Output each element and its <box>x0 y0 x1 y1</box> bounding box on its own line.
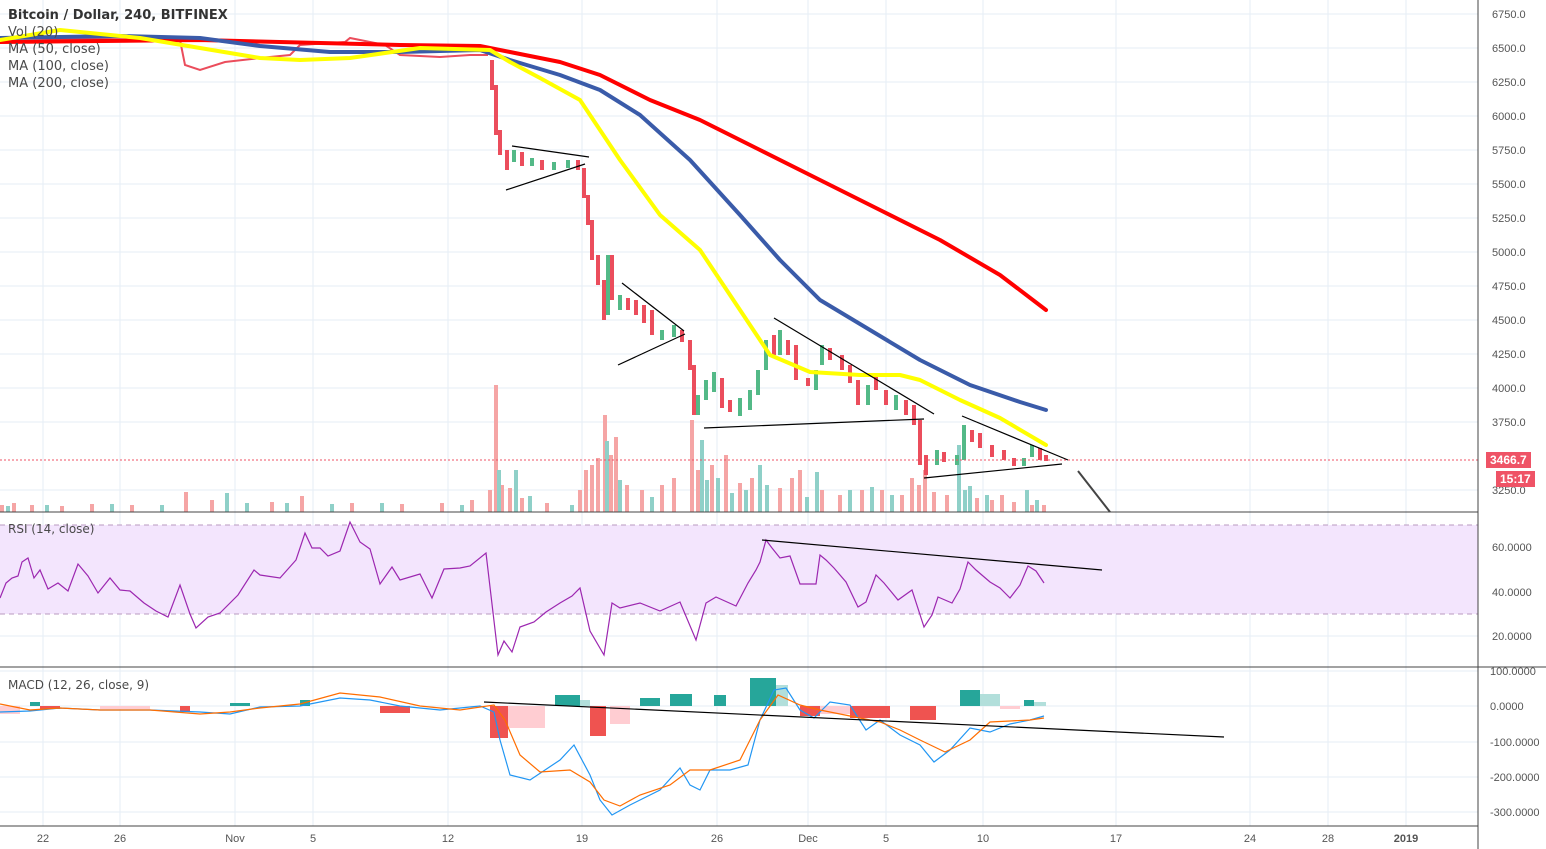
svg-text:10: 10 <box>977 833 989 845</box>
macd-line <box>0 687 1045 816</box>
rsi-label[interactable]: RSI (14, close) <box>8 522 95 536</box>
time-axis[interactable]: 22 26 Nov 5 12 19 26 Dec 5 10 17 24 28 2… <box>37 833 1418 845</box>
legend-volume[interactable]: Vol (20) <box>8 25 59 40</box>
svg-text:2019: 2019 <box>1394 833 1418 845</box>
svg-text:-200.0000: -200.0000 <box>1490 772 1540 784</box>
macd-histogram <box>0 678 1046 738</box>
rsi-trendline <box>761 539 1103 571</box>
svg-text:28: 28 <box>1322 833 1334 845</box>
legend-ma50[interactable]: MA (50, close) <box>8 42 101 57</box>
trendlines-price <box>505 145 1111 513</box>
svg-text:6000.0: 6000.0 <box>1492 111 1526 123</box>
macd-signal-line <box>0 692 1045 807</box>
svg-text:5750.0: 5750.0 <box>1492 145 1526 157</box>
svg-text:6250.0: 6250.0 <box>1492 77 1526 89</box>
price-axis[interactable]: 6750.0 6500.0 6250.0 6000.0 5750.0 5500.… <box>1492 9 1526 497</box>
bar-countdown-tag: 15:17 <box>1496 471 1535 487</box>
legend-ma200[interactable]: MA (200, close) <box>8 76 109 91</box>
svg-text:12: 12 <box>442 833 454 845</box>
svg-text:26: 26 <box>711 833 723 845</box>
svg-text:26: 26 <box>114 833 126 845</box>
ma200-line <box>0 38 1048 312</box>
svg-text:-300.0000: -300.0000 <box>1490 807 1540 819</box>
svg-text:60.0000: 60.0000 <box>1492 542 1532 554</box>
price-legend: Bitcoin / Dollar, 240, BITFINEX Vol (20)… <box>8 7 228 92</box>
ma100-line <box>0 34 1048 412</box>
candlesticks <box>0 36 1048 475</box>
ma50-line <box>0 28 1048 447</box>
svg-text:4750.0: 4750.0 <box>1492 281 1526 293</box>
svg-text:4250.0: 4250.0 <box>1492 349 1526 361</box>
symbol-title: Bitcoin / Dollar, 240, BITFINEX <box>8 8 228 23</box>
macd-label[interactable]: MACD (12, 26, close, 9) <box>8 678 150 692</box>
svg-text:3250.0: 3250.0 <box>1492 485 1526 497</box>
svg-text:Nov: Nov <box>225 833 245 845</box>
svg-text:5: 5 <box>883 833 889 845</box>
svg-text:24: 24 <box>1244 833 1256 845</box>
svg-text:100.0000: 100.0000 <box>1490 666 1536 678</box>
svg-text:20.0000: 20.0000 <box>1492 631 1532 643</box>
macd-axis[interactable]: 100.0000 0.0000 -100.0000 -200.0000 -300… <box>1490 666 1540 819</box>
svg-text:-100.0000: -100.0000 <box>1490 737 1540 749</box>
svg-text:5: 5 <box>310 833 316 845</box>
legend-ma100[interactable]: MA (100, close) <box>8 59 109 74</box>
rsi-axis[interactable]: 60.0000 40.0000 20.0000 <box>1492 542 1532 643</box>
svg-text:5500.0: 5500.0 <box>1492 179 1526 191</box>
macd-trendline <box>483 701 1225 738</box>
svg-text:40.0000: 40.0000 <box>1492 587 1532 599</box>
svg-text:0.0000: 0.0000 <box>1490 701 1524 713</box>
last-price-tag: 3466.7 <box>1486 452 1531 468</box>
svg-text:3750.0: 3750.0 <box>1492 417 1526 429</box>
svg-text:19: 19 <box>576 833 588 845</box>
svg-text:4500.0: 4500.0 <box>1492 315 1526 327</box>
svg-text:6750.0: 6750.0 <box>1492 9 1526 21</box>
svg-text:17: 17 <box>1110 833 1122 845</box>
svg-text:6500.0: 6500.0 <box>1492 43 1526 55</box>
rsi-line <box>0 520 1045 658</box>
svg-text:Dec: Dec <box>798 833 818 845</box>
moving-averages <box>0 28 1048 447</box>
svg-text:5000.0: 5000.0 <box>1492 247 1526 259</box>
svg-text:4000.0: 4000.0 <box>1492 383 1526 395</box>
svg-text:5250.0: 5250.0 <box>1492 213 1526 225</box>
svg-text:22: 22 <box>37 833 49 845</box>
volume-bars <box>0 385 1046 512</box>
